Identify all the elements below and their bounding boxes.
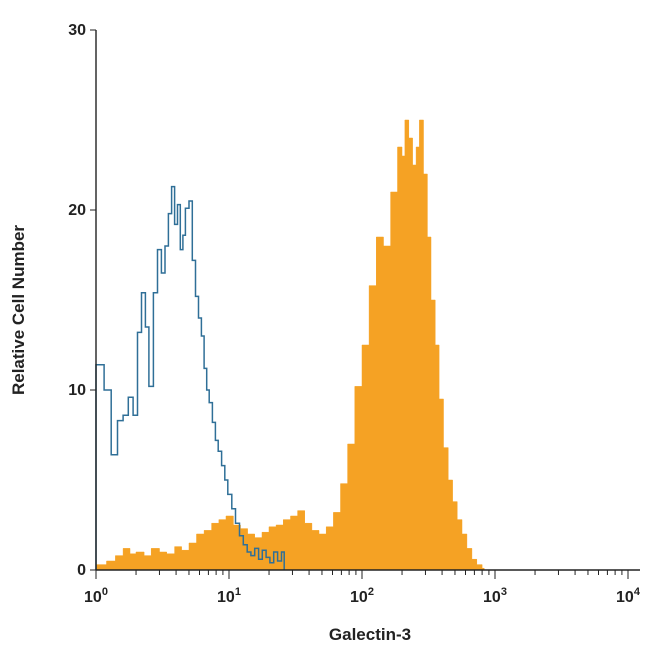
x-tick-label: 101 (217, 586, 241, 606)
x-tick-label: 103 (483, 586, 507, 606)
axes (95, 30, 640, 571)
histogram-filled-series (95, 119, 485, 571)
y-tick-label: 10 (68, 382, 86, 399)
x-tick-label: 104 (616, 586, 641, 606)
x-tick-label: 102 (350, 586, 374, 606)
y-tick-label: 30 (68, 22, 86, 39)
y-axis-label: Relative Cell Number (9, 225, 28, 395)
x-axis-label: Galectin-3 (329, 625, 411, 644)
ticks: 0 10 20 30 100 101 102 103 104 (68, 22, 641, 606)
histogram-outline-series (95, 185, 285, 570)
y-tick-label: 0 (77, 562, 86, 579)
x-tick-label: 100 (84, 586, 108, 606)
y-tick-label: 20 (68, 202, 86, 219)
series-layer (95, 119, 485, 571)
